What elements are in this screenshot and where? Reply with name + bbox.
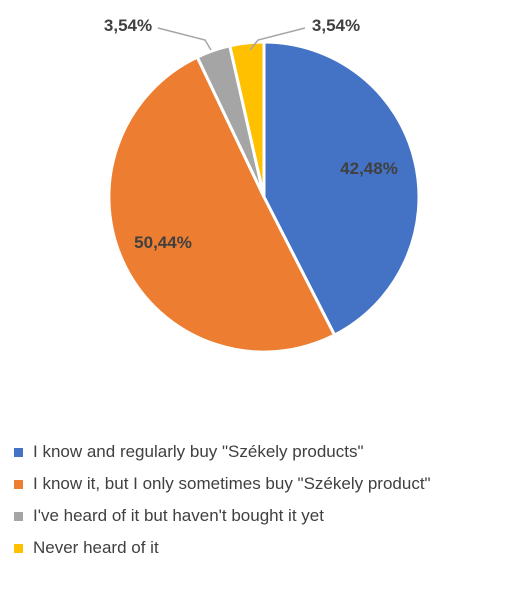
slice-never-heard bbox=[228, 40, 266, 198]
leader-line-never-heard bbox=[249, 27, 306, 51]
legend-swatch-regularly-buy bbox=[14, 447, 23, 457]
leader-lines bbox=[157, 27, 306, 51]
legend-swatch-never-heard bbox=[14, 543, 23, 553]
legend-swatch-sometimes-buy bbox=[14, 479, 23, 489]
data-label-heard-of-it: 3,54% bbox=[104, 16, 152, 35]
legend-label-heard-of-it: I've heard of it but haven't bought it y… bbox=[33, 506, 324, 525]
data-label-regularly-buy: 42,48% bbox=[340, 159, 398, 178]
legend-item-sometimes-buy: I know it, but I only sometimes buy "Szé… bbox=[14, 468, 431, 500]
data-label-sometimes-buy: 50,44% bbox=[134, 233, 192, 252]
slice-sometimes-buy bbox=[107, 55, 337, 354]
data-label-never-heard: 3,54% bbox=[312, 16, 360, 35]
data-labels: 42,48% 50,44% 3,54% 3,54% bbox=[104, 16, 398, 252]
legend-swatch-heard-of-it bbox=[14, 511, 23, 521]
legend-item-regularly-buy: I know and regularly buy "Székely produc… bbox=[14, 436, 431, 468]
legend-item-never-heard: Never heard of it bbox=[14, 532, 431, 564]
legend-label-never-heard: Never heard of it bbox=[33, 538, 159, 557]
chart-legend: I know and regularly buy "Székely produc… bbox=[14, 436, 431, 564]
legend-label-sometimes-buy: I know it, but I only sometimes buy "Szé… bbox=[33, 474, 431, 493]
legend-item-heard-of-it: I've heard of it but haven't bought it y… bbox=[14, 500, 431, 532]
leader-line-heard-of-it bbox=[157, 27, 212, 51]
slice-regularly-buy bbox=[262, 40, 421, 338]
legend-label-regularly-buy: I know and regularly buy "Székely produc… bbox=[33, 442, 364, 461]
pie-slices bbox=[107, 40, 421, 354]
